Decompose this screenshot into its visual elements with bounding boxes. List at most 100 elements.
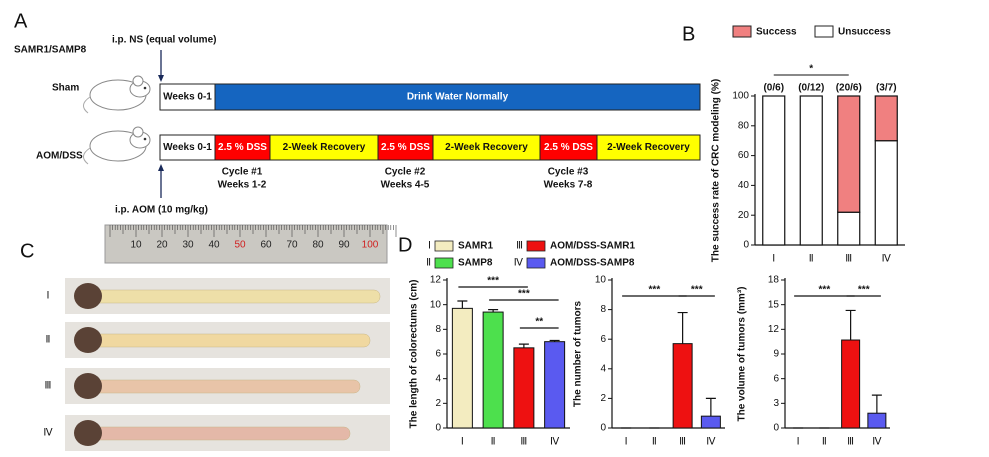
ruler-number: 100 — [362, 240, 379, 251]
colon — [89, 379, 361, 394]
colon-head — [74, 283, 102, 309]
timeline-segment — [377, 134, 434, 161]
significance: * — [809, 64, 813, 75]
y-tick-label: 12 — [768, 324, 780, 335]
y-tick-label: 8 — [600, 304, 606, 315]
segment-label: Weeks 0-1 — [163, 92, 212, 103]
x-tick-label: Ⅲ — [520, 437, 527, 448]
segment-label: 2-Week Recovery — [445, 142, 528, 153]
bar-label: (0/12) — [798, 83, 824, 94]
legend-swatch — [434, 257, 454, 269]
legend-numeral: Ⅳ — [514, 258, 524, 269]
row-label: Sham — [52, 83, 79, 94]
y-tick-label: 12 — [430, 275, 442, 286]
ruler-number: 30 — [182, 240, 194, 251]
ruler-number: 80 — [312, 240, 324, 251]
arrowhead — [158, 75, 164, 82]
bar-segment — [762, 95, 786, 246]
y-tick-label: 0 — [743, 240, 749, 251]
cycle-title: Cycle #3 — [548, 167, 589, 178]
legend-numeral: Ⅲ — [516, 241, 523, 252]
legend-numeral: Ⅱ — [426, 258, 431, 269]
bar — [841, 339, 861, 429]
error-bar — [549, 339, 560, 342]
legend-label: Unsuccess — [838, 27, 891, 38]
significance: *** — [858, 285, 870, 296]
x-tick-label: Ⅱ — [491, 437, 496, 448]
x-tick-label: Ⅳ — [872, 437, 882, 448]
significance: *** — [487, 276, 499, 287]
row-numeral: Ⅰ — [47, 291, 50, 302]
y-tick-label: 0 — [600, 423, 606, 434]
legend-label: AOM/DSS-SAMR1 — [550, 241, 635, 252]
x-tick-label: Ⅲ — [845, 254, 852, 265]
y-tick-label: 4 — [600, 363, 606, 374]
bar — [451, 307, 473, 429]
cycle-weeks: Weeks 4-5 — [381, 180, 430, 191]
y-tick-label: 6 — [600, 334, 606, 345]
x-tick-label: Ⅳ — [550, 437, 560, 448]
legend-label: SAMR1 — [458, 241, 493, 252]
significance: *** — [518, 289, 530, 300]
y-tick-label: 8 — [435, 324, 441, 335]
segment-label: 2.5 % DSS — [544, 142, 593, 153]
bar — [672, 343, 693, 429]
error-bar — [518, 343, 529, 348]
timeline-segment — [159, 83, 216, 111]
error-bar — [457, 300, 468, 309]
cycle-weeks: Weeks 1-2 — [218, 180, 267, 191]
segment-label: 2.5 % DSS — [218, 142, 267, 153]
significance: *** — [649, 285, 661, 296]
error-bar — [677, 311, 688, 344]
legend-swatch — [814, 25, 834, 38]
bar-segment — [837, 211, 861, 246]
ruler — [104, 224, 388, 264]
y-tick-label: 0 — [435, 423, 441, 434]
x-tick-label: Ⅲ — [847, 437, 854, 448]
x-tick-label: Ⅳ — [706, 437, 716, 448]
segment-label: Drink Water Normally — [407, 92, 509, 103]
error-bar — [488, 309, 499, 313]
timeline-segment — [432, 134, 541, 161]
bar-segment — [874, 95, 898, 142]
segment-label: 2-Week Recovery — [607, 142, 690, 153]
y-tick-label: 3 — [773, 398, 779, 409]
error-bar — [871, 394, 882, 414]
y-axis-label: The length of colorectums (cm) — [409, 280, 420, 429]
bar — [513, 347, 535, 429]
ruler-number: 70 — [286, 240, 298, 251]
legend-label: SAMP8 — [458, 258, 493, 269]
y-axis-label: The success rate of CRC modeling (%) — [711, 79, 722, 262]
ruler-number: 10 — [130, 240, 142, 251]
legend-label: AOM/DSS-SAMP8 — [550, 258, 635, 269]
bar-segment — [799, 95, 823, 246]
x-tick-label: Ⅱ — [822, 437, 827, 448]
group-label: SAMR1/SAMP8 — [14, 45, 87, 56]
segment-label: 2.5 % DSS — [381, 142, 430, 153]
row-numeral: Ⅲ — [45, 381, 52, 392]
y-tick-label: 2 — [435, 398, 441, 409]
panel-label: B — [682, 23, 695, 45]
legend-swatch — [526, 240, 546, 252]
colon-head — [74, 327, 102, 353]
significance: *** — [819, 285, 831, 296]
cycle-weeks: Weeks 7-8 — [544, 180, 593, 191]
y-axis-label: The number of tumors — [573, 301, 584, 408]
y-tick-label: 9 — [773, 349, 779, 360]
colon — [89, 289, 381, 304]
y-tick-label: 100 — [732, 91, 749, 102]
segment-label: 2-Week Recovery — [283, 142, 366, 153]
timeline-segment — [596, 134, 701, 161]
y-axis-label: The volume of tumors (mm³) — [737, 286, 748, 421]
bar — [867, 412, 887, 429]
y-tick-label: 15 — [768, 299, 780, 310]
colon — [89, 426, 351, 441]
error-bar — [845, 309, 856, 341]
bar-label: (20/6) — [836, 83, 862, 94]
arrowhead — [158, 164, 164, 171]
error-bar — [705, 397, 716, 417]
bar-segment — [874, 140, 898, 246]
y-tick-label: 0 — [773, 423, 779, 434]
significance: *** — [691, 285, 703, 296]
injection-label: i.p. NS (equal volume) — [112, 35, 216, 46]
